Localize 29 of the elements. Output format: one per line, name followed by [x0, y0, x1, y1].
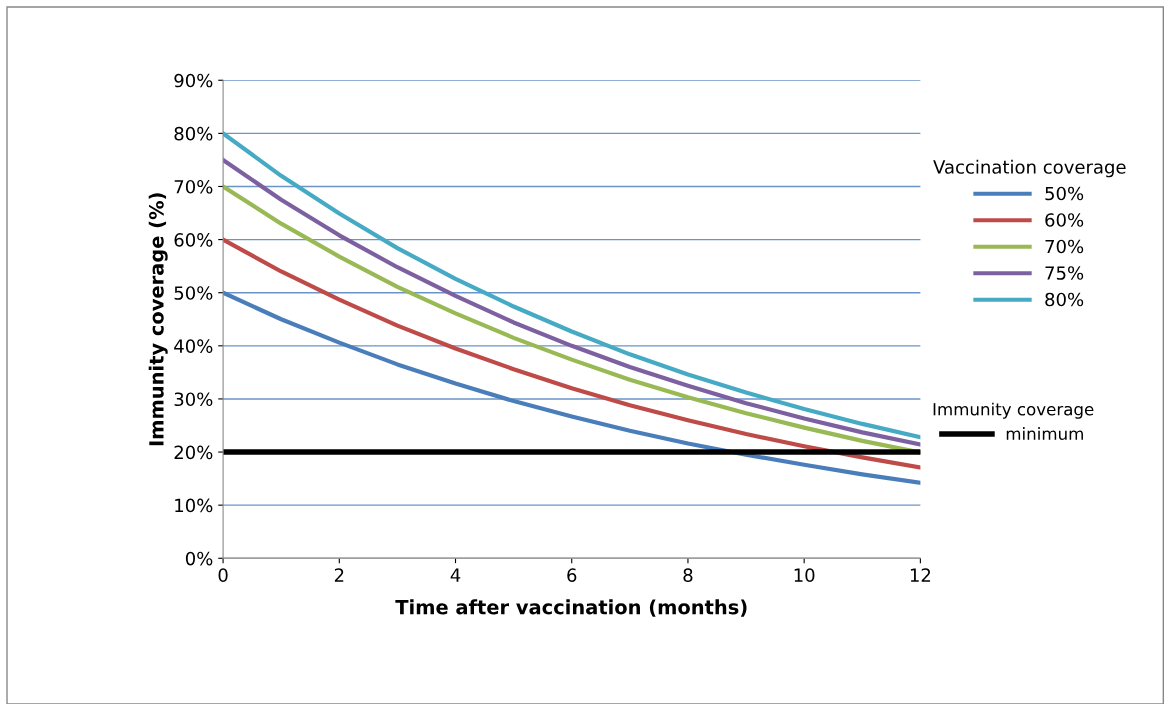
x-tick-label: 8 [683, 568, 693, 582]
line-series [223, 290, 921, 485]
y-tick-label: 10% [175, 498, 213, 513]
x-tick-label: 6 [567, 568, 577, 582]
y-tick-label: 70% [174, 179, 213, 194]
y-tick-label: 50% [174, 286, 213, 300]
legend-label: 70% [1045, 239, 1084, 254]
legend-title: Vaccination coverage [933, 159, 1126, 178]
y-tick-label: 80% [174, 126, 213, 141]
x-tick-label: 12 [910, 568, 931, 582]
y-tick-label: 90% [174, 73, 213, 88]
y-axis-title: Immunity coverage (%) [148, 193, 168, 446]
y-tick-label: 60% [174, 233, 213, 247]
x-tick-label: 10 [794, 568, 815, 582]
x-tick-label: 0 [218, 568, 228, 582]
y-tick-label: 30% [174, 392, 213, 407]
legend-label: minimum [1006, 427, 1083, 440]
x-tick-label: 2 [334, 568, 344, 582]
y-tick-label: 0% [185, 551, 213, 566]
legend-label: 75% [1045, 266, 1084, 280]
legend-label: 50% [1045, 186, 1084, 201]
legend-label: 80% [1045, 292, 1084, 307]
text: Immunity coverage [933, 402, 1094, 419]
line-series [223, 237, 921, 470]
x-axis-title: Time after vaccination (months) [395, 599, 747, 617]
y-tick-label: 40% [174, 339, 213, 353]
legend-label: 60% [1045, 213, 1084, 227]
x-tick-label: 4 [450, 568, 461, 582]
y-tick-label: 20% [174, 445, 213, 460]
